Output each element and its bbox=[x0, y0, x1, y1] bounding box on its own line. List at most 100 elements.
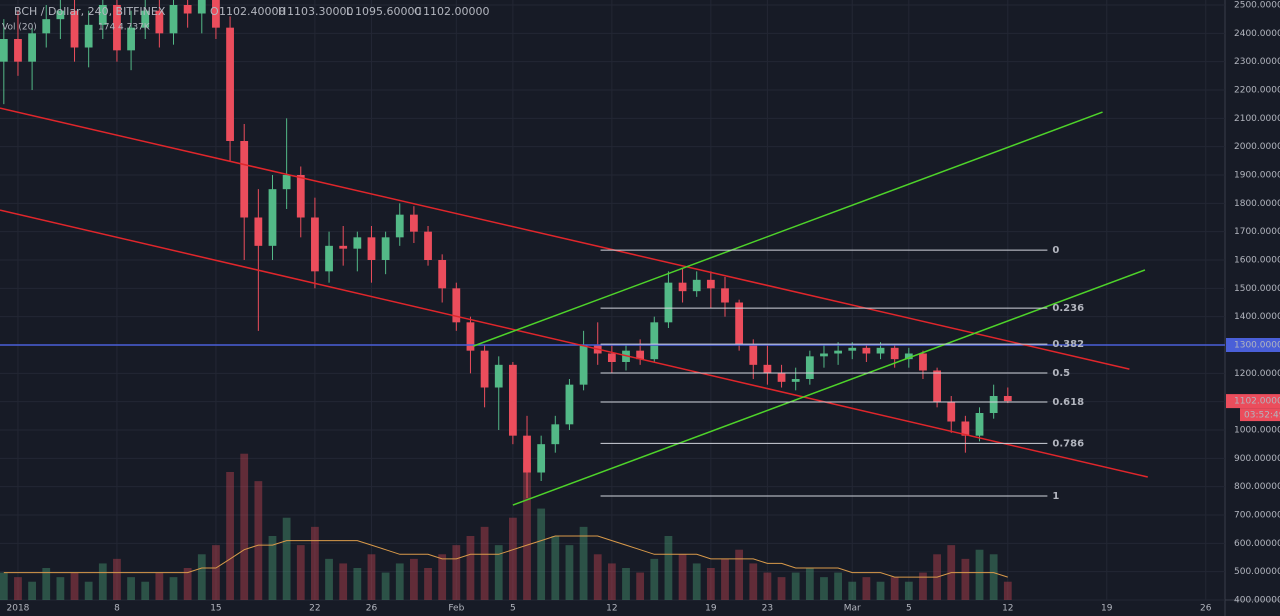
y-tick-label: 500.00000 bbox=[1234, 567, 1280, 577]
volume-bar bbox=[523, 462, 531, 600]
candle-body bbox=[367, 237, 376, 260]
symbol-title: BCH / Dollar, 240, BITFINEX bbox=[14, 5, 166, 18]
candle-body bbox=[212, 0, 220, 28]
candle-body bbox=[989, 396, 998, 413]
volume-bar bbox=[212, 545, 220, 600]
y-tick-label: 700.00000 bbox=[1234, 511, 1280, 521]
candle-body bbox=[381, 237, 390, 260]
volume-bar bbox=[904, 581, 913, 600]
candle-body bbox=[975, 413, 984, 436]
y-tick-label: 2200.00000 bbox=[1234, 86, 1280, 96]
y-tick-label: 1900.00000 bbox=[1234, 171, 1280, 181]
candle-body bbox=[296, 175, 305, 218]
x-tick-label: 8 bbox=[114, 604, 120, 614]
volume-pane bbox=[0, 453, 1012, 600]
volume-bar bbox=[353, 568, 362, 600]
candle-body bbox=[820, 353, 828, 357]
volume-bar bbox=[494, 545, 503, 600]
volume-bar bbox=[14, 577, 22, 600]
volume-bar bbox=[791, 572, 800, 600]
candle-body bbox=[862, 347, 871, 354]
x-tick-label: 15 bbox=[210, 604, 221, 614]
candle-body bbox=[480, 350, 489, 388]
volume-bar bbox=[296, 545, 305, 600]
ohlc-key: L bbox=[346, 5, 353, 18]
candle-body bbox=[127, 27, 135, 51]
volume-bar bbox=[805, 568, 814, 600]
candle-body bbox=[14, 39, 22, 62]
candle-body bbox=[339, 245, 348, 249]
volume-bar bbox=[862, 577, 871, 600]
y-tick-label: 600.00000 bbox=[1234, 539, 1280, 549]
candle-body bbox=[508, 364, 517, 436]
volume-legend-ma: 4.737K bbox=[118, 23, 151, 33]
volume-bar bbox=[0, 572, 8, 600]
volume-bar bbox=[565, 545, 574, 600]
candle-body bbox=[777, 373, 786, 382]
volume-bar bbox=[664, 536, 673, 600]
volume-bar bbox=[706, 568, 715, 600]
y-tick-label: 1400.00000 bbox=[1234, 312, 1280, 322]
countdown-box bbox=[1240, 408, 1280, 422]
candle-body bbox=[0, 39, 8, 62]
candle-body bbox=[551, 424, 560, 445]
volume-bar bbox=[579, 526, 588, 600]
horizontal-line-price-box bbox=[1226, 338, 1280, 352]
candle-body bbox=[650, 322, 659, 360]
volume-bar bbox=[197, 554, 206, 600]
y-tick-label: 900.00000 bbox=[1234, 454, 1280, 464]
fib-level-label: 0.5 bbox=[1052, 368, 1070, 379]
candle-body bbox=[353, 237, 362, 249]
volume-bar bbox=[607, 563, 616, 600]
volume-bar bbox=[593, 554, 602, 600]
candle-body bbox=[607, 353, 616, 362]
candle-body bbox=[579, 345, 588, 385]
candle-body bbox=[791, 379, 800, 382]
candle-body bbox=[183, 5, 192, 14]
volume-bar bbox=[155, 572, 164, 600]
volume-bar bbox=[1003, 581, 1012, 600]
volume-bar bbox=[339, 563, 348, 600]
y-tick-label: 2400.00000 bbox=[1234, 29, 1280, 39]
fib-level-label: 0.236 bbox=[1052, 303, 1084, 314]
fib-level-label: 0.382 bbox=[1052, 339, 1084, 350]
candle-body bbox=[565, 384, 574, 425]
y-tick-label: 2100.00000 bbox=[1234, 114, 1280, 124]
volume-ma-line bbox=[3, 535, 1008, 578]
x-tick-label: 26 bbox=[1200, 604, 1212, 614]
candle-body bbox=[226, 27, 234, 142]
ohlc-key: O bbox=[210, 5, 219, 18]
volume-bar bbox=[636, 572, 645, 600]
x-tick-label: 19 bbox=[1101, 604, 1113, 614]
volume-bar bbox=[551, 536, 560, 600]
candle-body bbox=[98, 5, 107, 25]
volume-bar bbox=[183, 568, 192, 600]
x-tick-label: 2018 bbox=[7, 604, 30, 614]
trend-line bbox=[512, 269, 1146, 506]
volume-bar bbox=[311, 526, 319, 600]
candle-body bbox=[113, 5, 121, 51]
candle-body bbox=[1003, 396, 1012, 402]
x-tick-label: 26 bbox=[366, 604, 378, 614]
volume-bar bbox=[452, 545, 461, 600]
volume-bar bbox=[84, 581, 93, 600]
candle-body bbox=[84, 24, 93, 48]
y-tick-label: 2300.00000 bbox=[1234, 57, 1280, 67]
candle-body bbox=[735, 302, 744, 345]
axes: 2500.00000 2400.00000 2300.00000 2200.00000… bbox=[7, 1, 1280, 614]
ohlc-value: 1095.60000 bbox=[355, 5, 421, 18]
volume-bar bbox=[650, 558, 659, 600]
candle-body bbox=[890, 347, 899, 360]
ohlc-value: 1102.40000 bbox=[219, 5, 285, 18]
candle-body bbox=[805, 356, 814, 379]
horizontal-line-price: 1300.00000 bbox=[1234, 341, 1280, 351]
ohlc-value: 1102.00000 bbox=[423, 5, 489, 18]
candle-body bbox=[141, 10, 150, 28]
candle-body bbox=[749, 345, 758, 365]
candle-body bbox=[311, 217, 319, 272]
volume-bar bbox=[777, 577, 786, 600]
volume-bar bbox=[240, 453, 249, 600]
y-tick-label: 1600.00000 bbox=[1234, 256, 1280, 266]
fib-level-label: 0.786 bbox=[1052, 438, 1084, 449]
x-tick-label: 12 bbox=[1002, 604, 1013, 614]
